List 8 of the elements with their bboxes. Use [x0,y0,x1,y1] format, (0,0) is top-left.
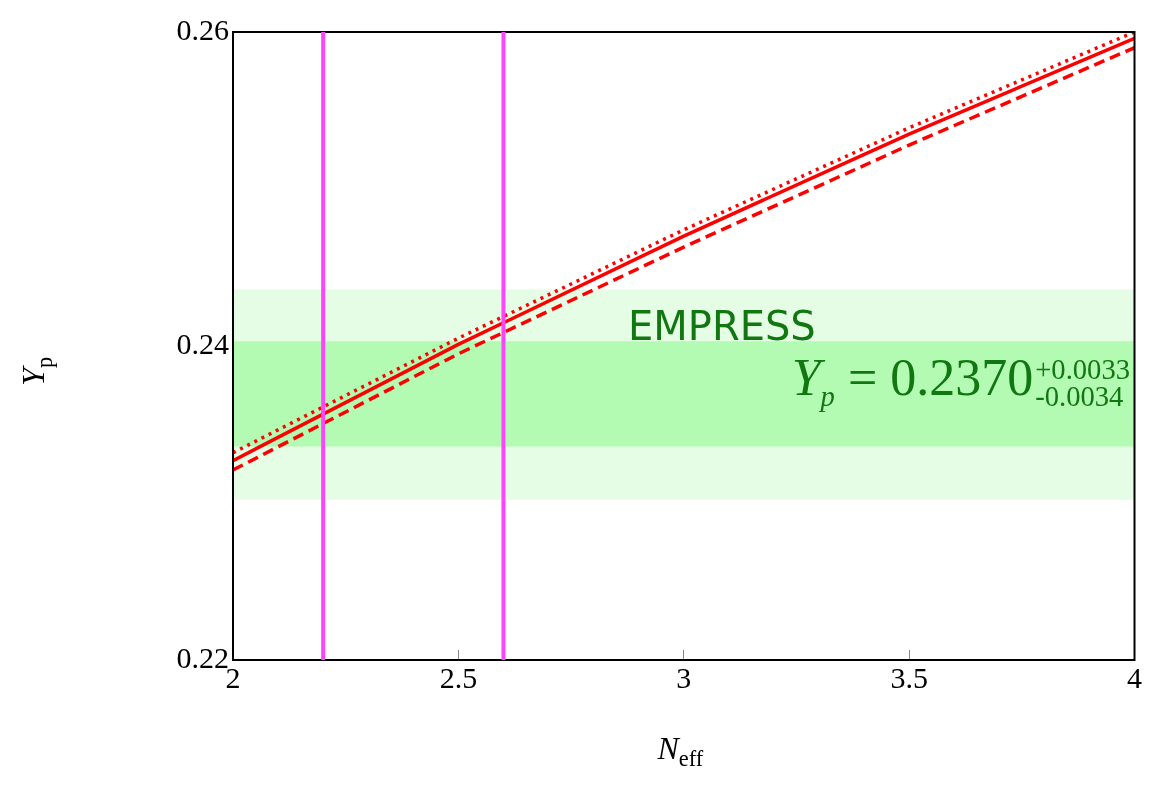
x-tick-label: 3 [676,660,692,694]
y-tick-label: 0.24 [176,326,229,360]
y-tick-label: 0.26 [176,12,229,46]
x-tick-label: 2.5 [439,660,478,694]
annotation: EMPRESS [628,303,816,349]
x-tick-label: 3.5 [890,660,928,694]
x-tick-label: 4 [1127,660,1142,694]
x-axis-title: N$_{eff}$ [657,730,704,772]
